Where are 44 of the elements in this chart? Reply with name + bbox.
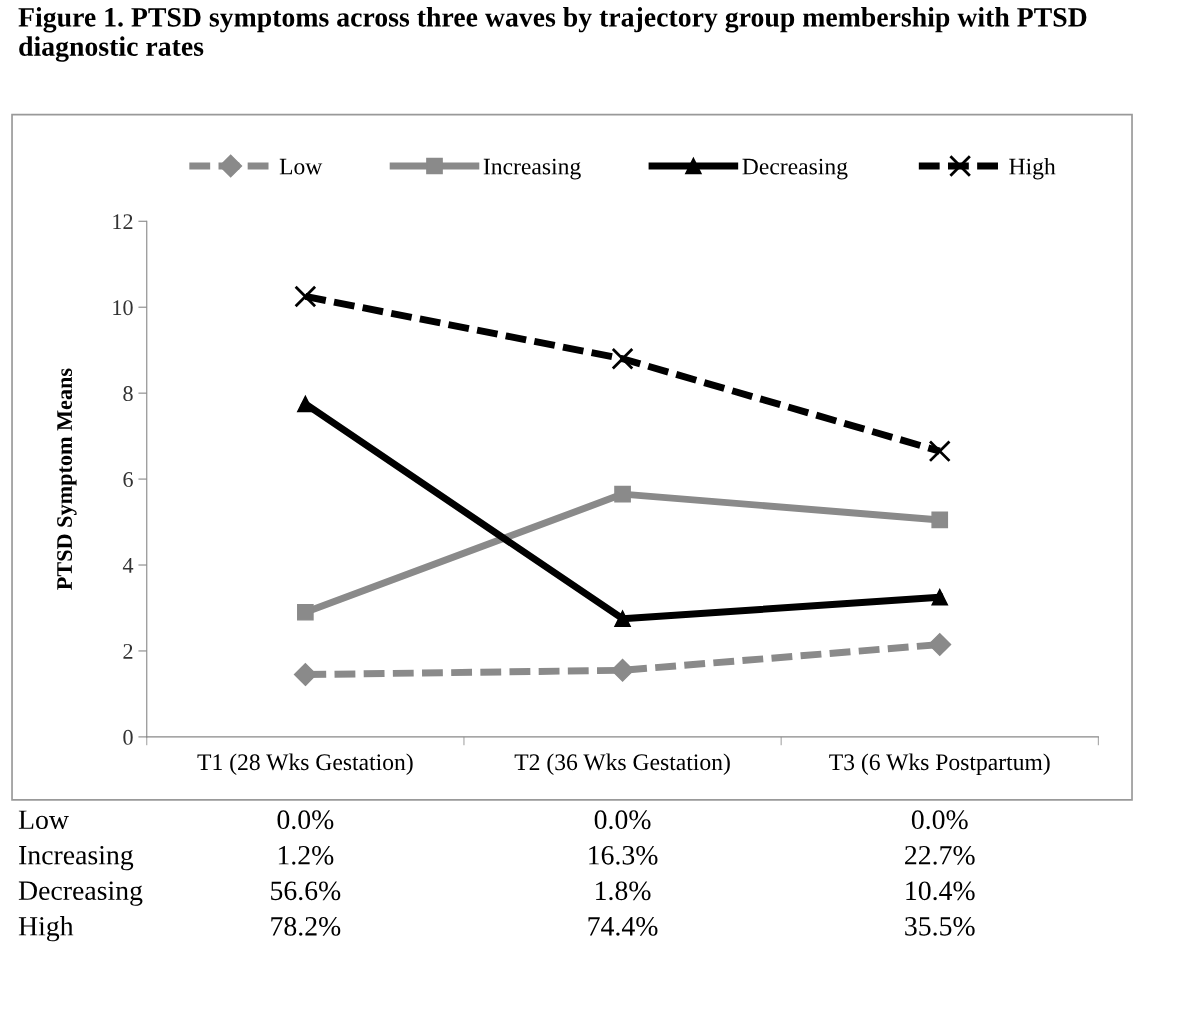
- text: 0.0%: [911, 810, 968, 830]
- text: 35.5%: [905, 916, 975, 936]
- point: [611, 347, 634, 370]
- point: [614, 610, 631, 628]
- y-tick-label: 10: [113, 300, 133, 316]
- y-tick-label: 8: [123, 386, 133, 402]
- text: 16.3%: [589, 845, 658, 865]
- legend-label: Decreasing: [742, 158, 848, 180]
- point: [614, 485, 631, 503]
- chart-title: Figure 1. PTSD symptoms across three waves by trajectory group membership with PTSD diagnostic rates: [18, 7, 1087, 62]
- point: [928, 633, 952, 657]
- text: 0.0%: [594, 810, 651, 830]
- legend-label: High: [1009, 157, 1056, 180]
- point: [297, 395, 314, 413]
- text: 78.2%: [271, 916, 341, 936]
- y-tick-label: 4: [122, 558, 134, 573]
- x-tick-label: T2 (36 Wks Gestation): [514, 753, 730, 775]
- point: [931, 588, 949, 606]
- x-tick-label: T3 (6 Wks Postpartum): [829, 753, 1050, 775]
- point: [297, 603, 314, 621]
- point: [611, 658, 635, 682]
- text: 0.0%: [277, 810, 334, 830]
- text: High: [18, 916, 74, 942]
- point: [928, 440, 951, 463]
- point: [931, 511, 949, 529]
- point: [293, 663, 317, 687]
- text: 1.8%: [596, 881, 651, 901]
- y-tick-label: 0: [123, 729, 133, 745]
- text: 22.7%: [905, 845, 975, 865]
- x-tick-label: T1 (28 Wks Gestation): [197, 753, 413, 775]
- y-tick-label: 2: [123, 643, 133, 659]
- text: 56.6%: [271, 881, 341, 901]
- point: [294, 285, 317, 308]
- text: 74.4%: [588, 916, 658, 936]
- text: 10.4%: [906, 881, 975, 901]
- y-axis-title: PTSD Symptom Means: [57, 368, 77, 590]
- legend-label: Low: [279, 158, 323, 175]
- y-tick-label: 12: [113, 214, 133, 229]
- text: Increasing: [19, 845, 134, 871]
- y-tick-label: 6: [123, 472, 133, 488]
- text: Decreasing: [18, 881, 143, 906]
- text: 1.2%: [278, 845, 334, 865]
- text: Low: [18, 810, 69, 830]
- legend-label: Increasing: [483, 158, 581, 180]
